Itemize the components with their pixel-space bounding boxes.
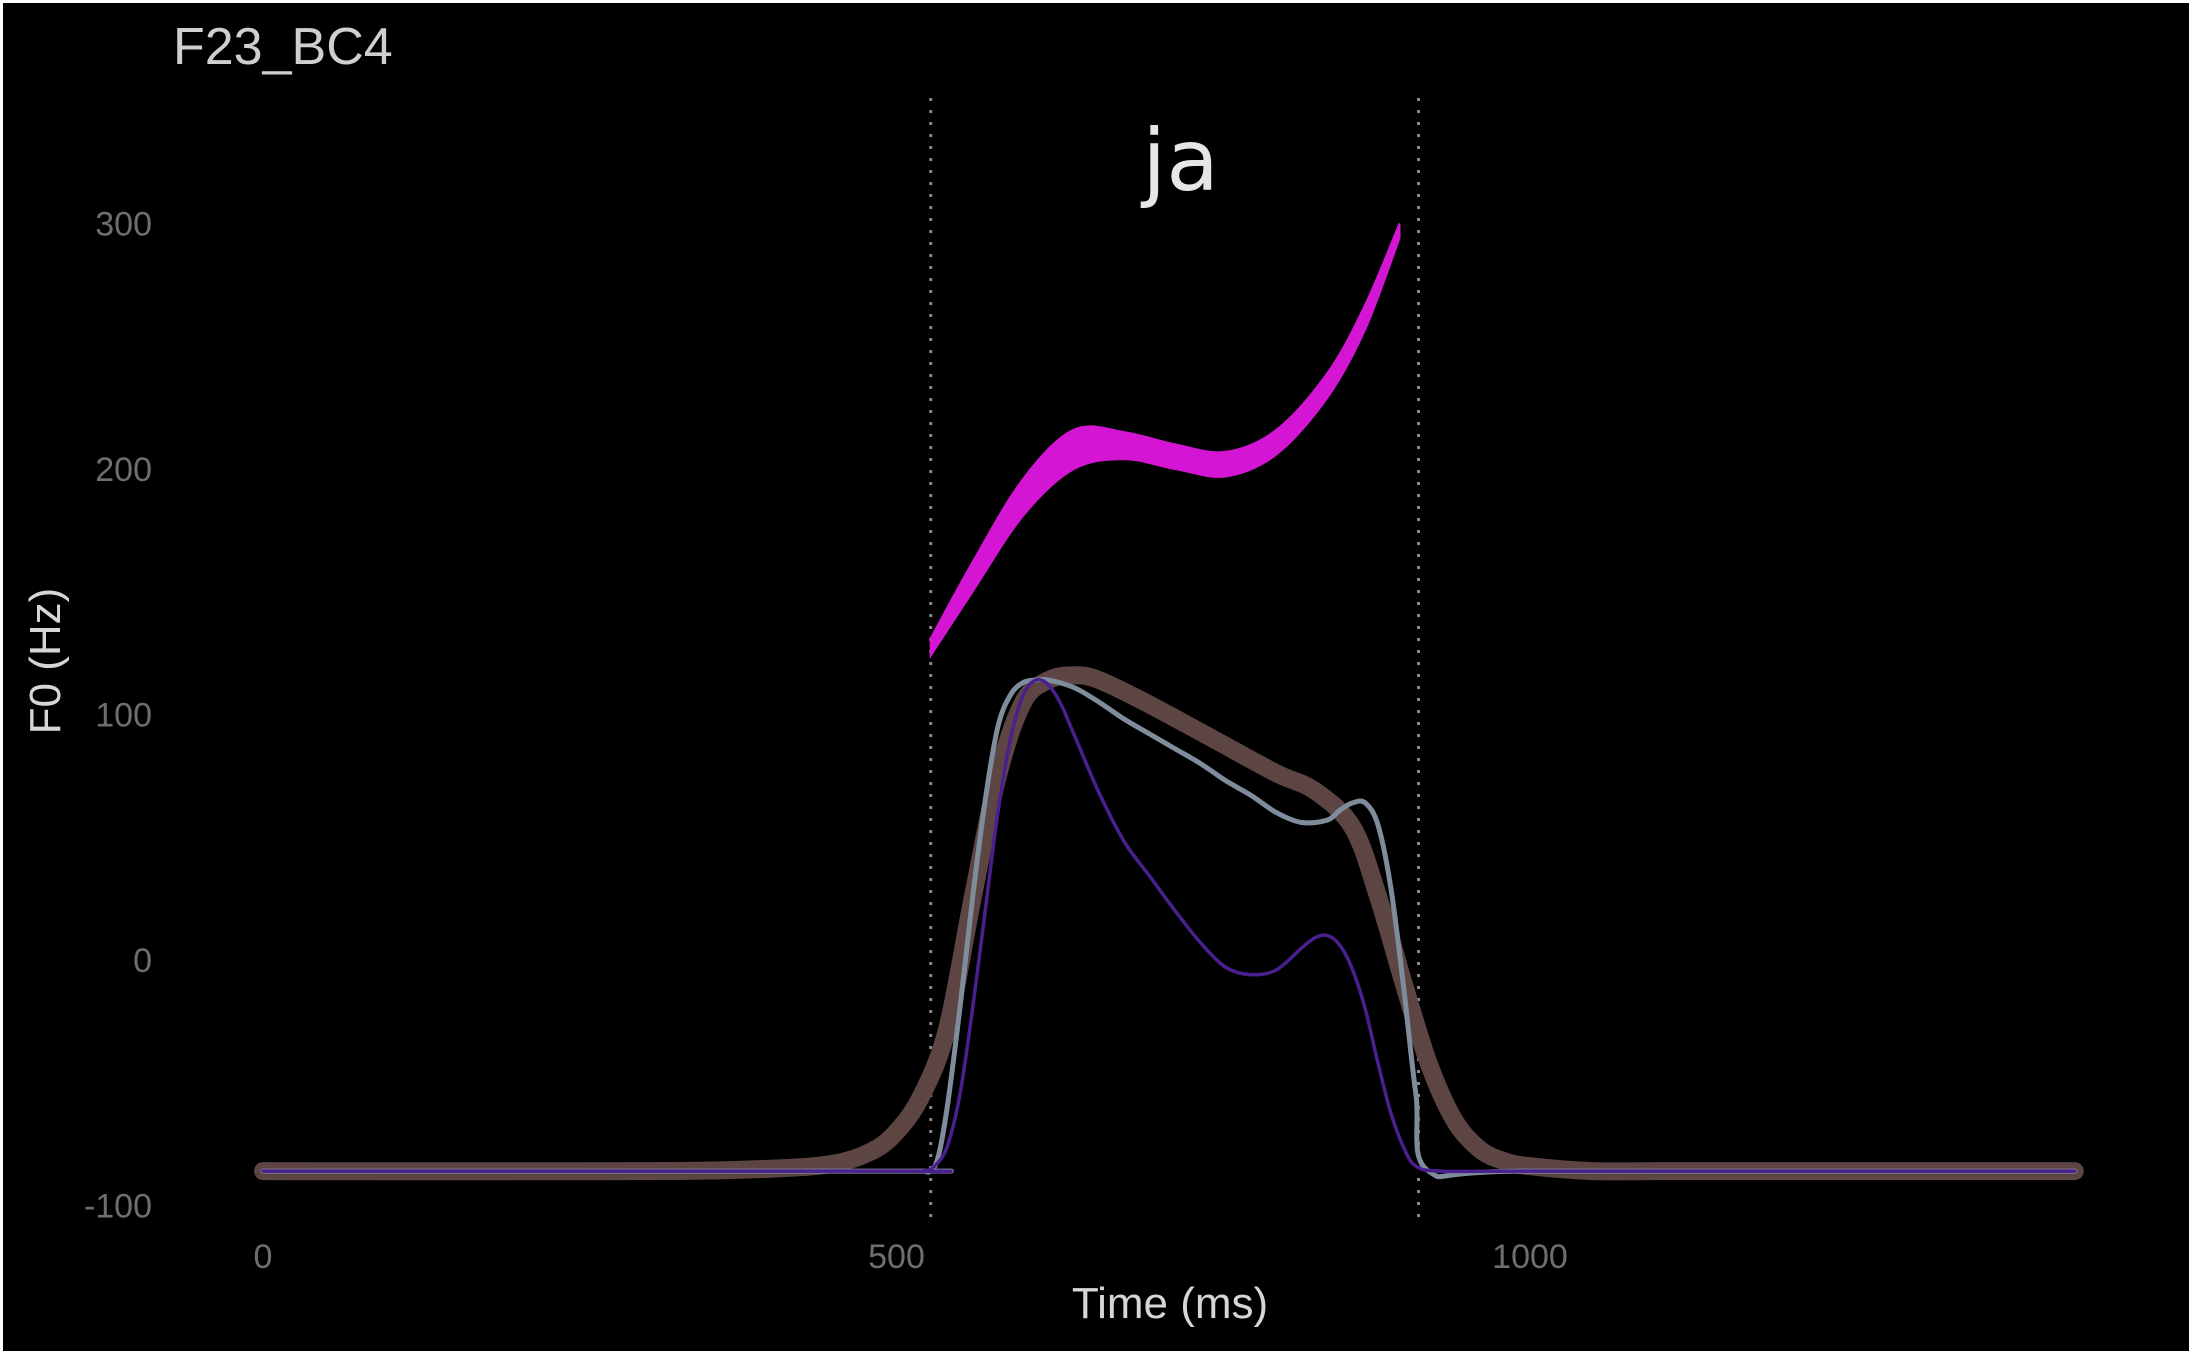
x-tick-labels: 0 500 1000 xyxy=(254,1238,1568,1276)
series-layer xyxy=(254,223,2084,1181)
y-axis-title: F0 (Hz) xyxy=(21,588,70,735)
segment-boundaries xyxy=(929,98,1421,1222)
y-tick-label: -100 xyxy=(84,1188,152,1226)
thick-brown-series xyxy=(254,666,2084,1181)
x-tick-label: 0 xyxy=(254,1238,273,1276)
purple-series xyxy=(261,677,2077,1174)
x-tick-label: 500 xyxy=(868,1238,925,1276)
f0-band-series xyxy=(929,223,1401,659)
steel-series xyxy=(260,676,2078,1180)
x-axis-title: Time (ms) xyxy=(1072,1279,1268,1328)
segment-label: ja xyxy=(1140,111,1219,211)
y-tick-label: 0 xyxy=(133,942,152,980)
y-tick-label: 100 xyxy=(95,697,152,735)
x-tick-label: 1000 xyxy=(1492,1238,1568,1276)
chart-title: F23_BC4 xyxy=(173,18,393,76)
y-tick-label: 200 xyxy=(95,451,152,489)
y-tick-labels: 300 200 100 0 -100 xyxy=(84,206,152,1226)
y-tick-label: 300 xyxy=(95,206,152,244)
